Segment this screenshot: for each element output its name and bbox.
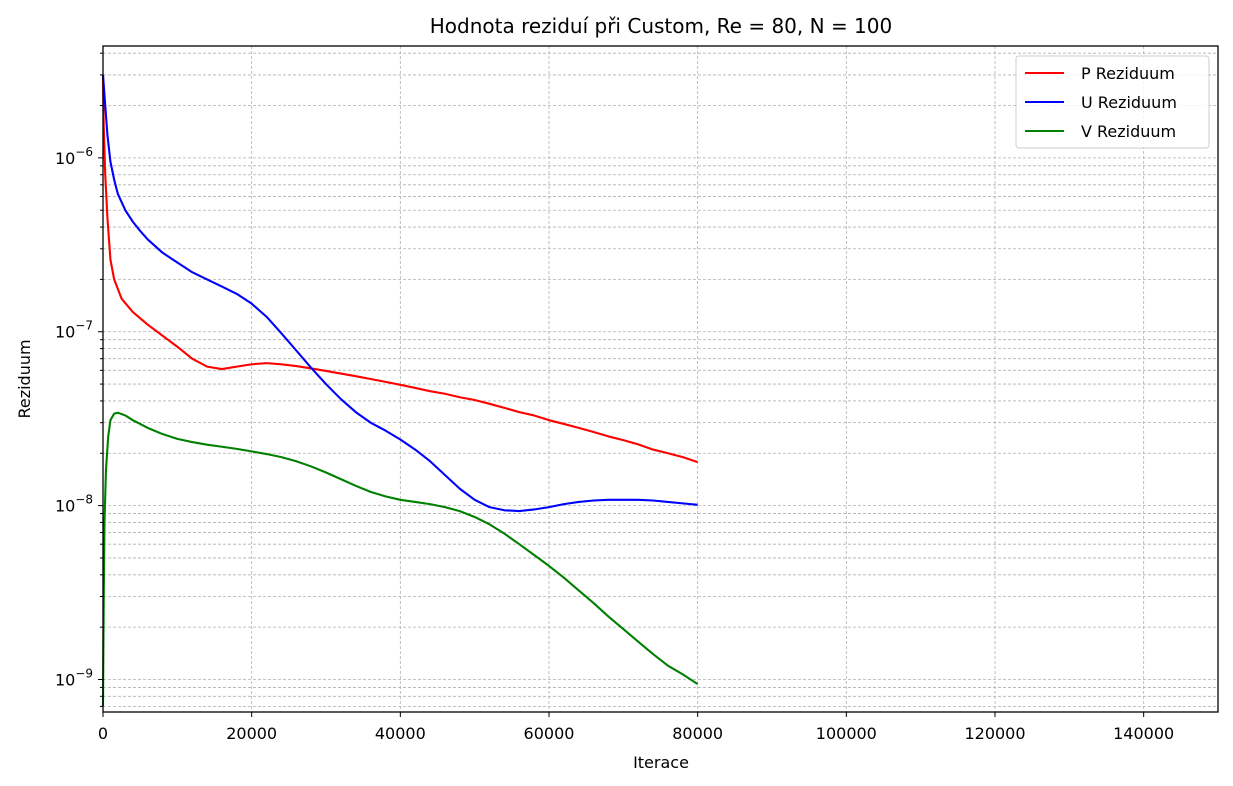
legend-box xyxy=(1015,55,1210,149)
y-axis-label: Reziduum xyxy=(15,339,34,418)
x-tick-label: 60000 xyxy=(524,724,575,743)
y-tick-label: 10−8 xyxy=(55,493,93,516)
x-axis: 0 20000 40000 60000 80000 100000 120000 140000 xyxy=(98,712,1174,743)
x-tick-label: 140000 xyxy=(1113,724,1174,743)
x-tick-label: 20000 xyxy=(226,724,277,743)
grid xyxy=(102,46,1218,712)
y-tick-label: 10−6 xyxy=(55,145,93,168)
plot-frame xyxy=(102,45,1219,713)
x-tick-label: 0 xyxy=(98,724,108,743)
x-tick-label: 80000 xyxy=(672,724,723,743)
y-tick-label: 10−7 xyxy=(55,319,93,342)
legend-label: V Reziduum xyxy=(1081,122,1176,141)
x-tick-label: 120000 xyxy=(964,724,1025,743)
y-axis: 10−9 10−8 10−7 10−6 xyxy=(55,52,103,707)
y-tick-label: 10−9 xyxy=(55,666,93,689)
x-tick-label: 100000 xyxy=(816,724,877,743)
legend: P Reziduum U Reziduum V Reziduum xyxy=(1015,55,1210,149)
legend-label: U Reziduum xyxy=(1081,93,1177,112)
x-tick-label: 40000 xyxy=(375,724,426,743)
series-line-2 xyxy=(101,411,699,707)
series-line-0 xyxy=(101,74,699,464)
legend-label: P Reziduum xyxy=(1081,64,1175,83)
series-line-1 xyxy=(101,74,698,513)
chart-title: Hodnota reziduí při Custom, Re = 80, N =… xyxy=(430,14,892,38)
series-lines xyxy=(101,74,699,707)
x-axis-label: Iterace xyxy=(633,753,689,772)
